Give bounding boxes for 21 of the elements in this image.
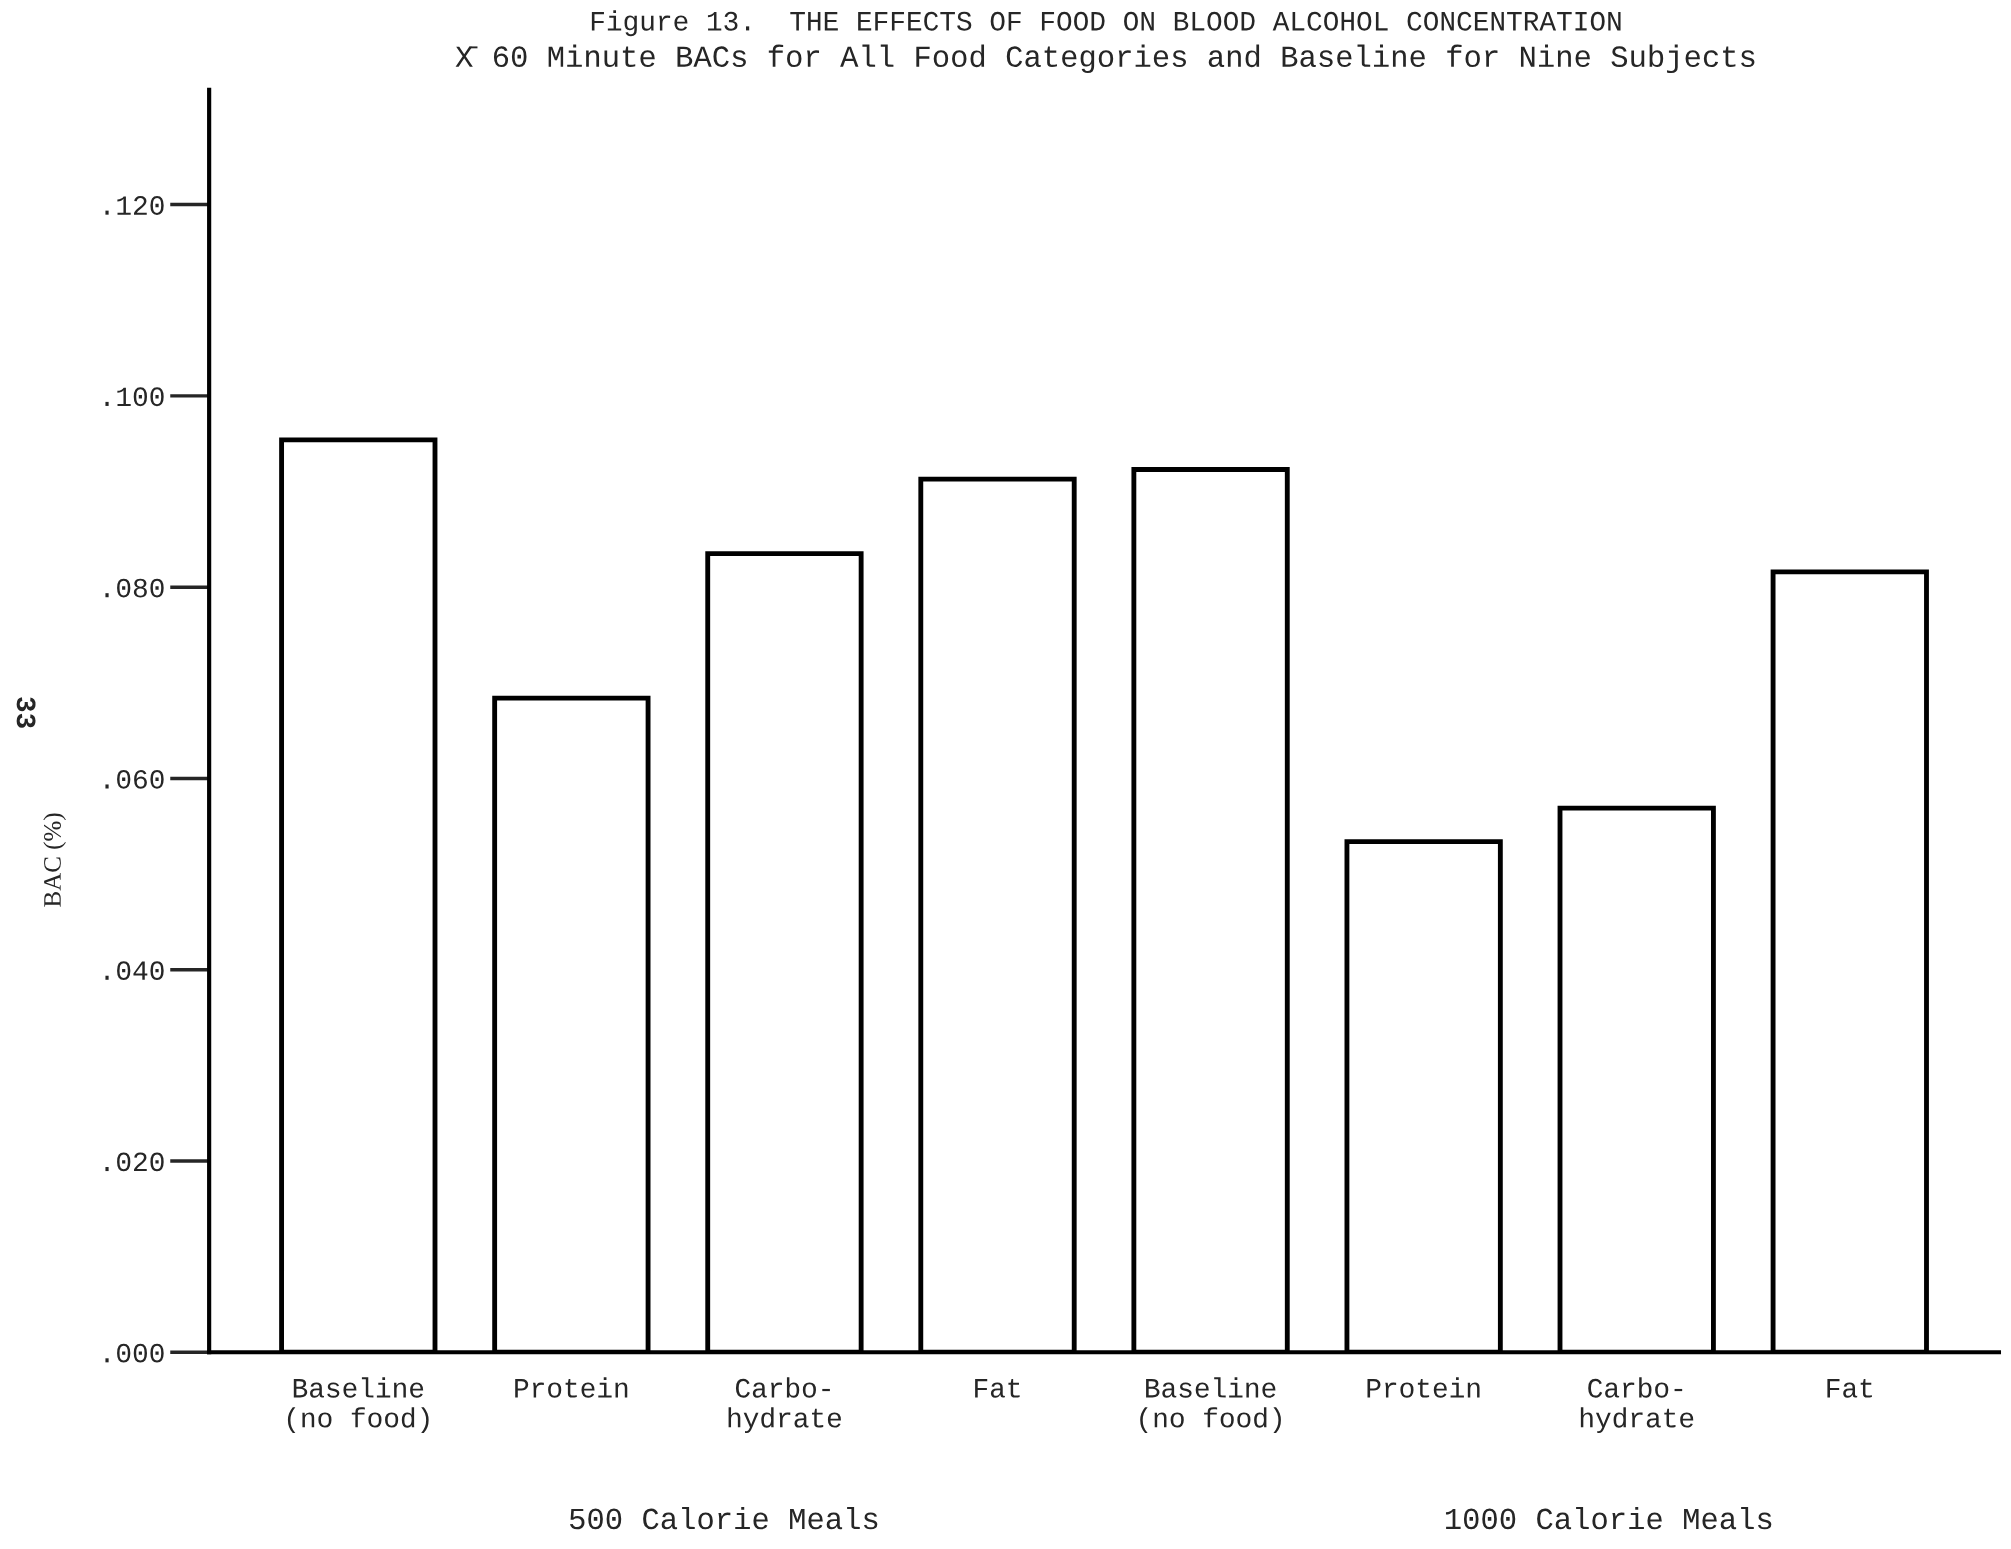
y-tick-label: .100 xyxy=(105,387,164,407)
x-tick-label: Protein xyxy=(1367,1377,1480,1398)
x-tick-label: Baseline (no food) xyxy=(287,1377,429,1434)
x-tick-label: Fat xyxy=(1827,1378,1872,1398)
y-tick-label: .020 xyxy=(105,1152,164,1172)
x-tick-label: Fat xyxy=(975,1378,1020,1398)
x-tick-label: Baseline (no food) xyxy=(1140,1377,1281,1434)
y-tick-label: .060 xyxy=(105,769,164,789)
x-tick-label: Carbo- hydrate xyxy=(1580,1377,1694,1434)
y-tick-label: .120 xyxy=(105,196,164,215)
text: 1000 Calorie Meals xyxy=(1445,1506,1772,1530)
x-tick-label: Protein xyxy=(515,1377,628,1398)
y-tick-label: .080 xyxy=(105,578,164,598)
text: 500 Calorie Meals xyxy=(570,1506,878,1530)
chart-subtitle: X̄ 60 Minute BACs for All Food Categories and Baseline for Nine Subjects xyxy=(455,44,1755,74)
y-tick-label: .000 xyxy=(105,1343,164,1363)
y-axis-title: BAC (%) xyxy=(43,813,66,907)
x-tick-label: Carbo- hydrate xyxy=(728,1377,841,1434)
y-tick-label: .040 xyxy=(105,961,164,981)
chart-title: Figure 13. THE EFFECTS OF FOOD ON BLOOD ALCOHOL CONCENTRATION xyxy=(591,10,1621,37)
text: 33 xyxy=(16,697,36,728)
